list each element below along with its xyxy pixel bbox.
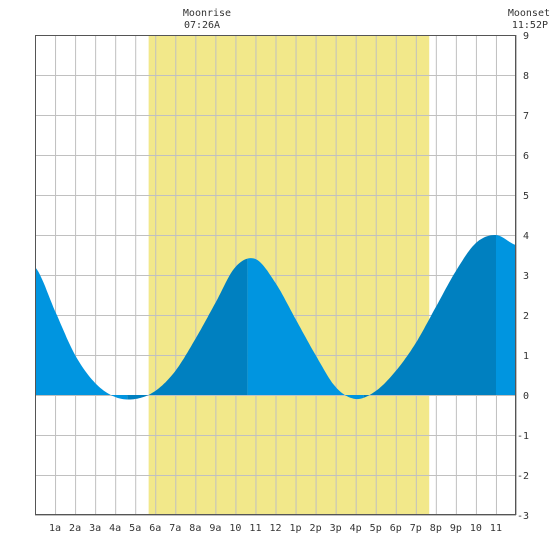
moonrise-time: 07:26A	[184, 20, 220, 31]
y-tick-label: 7	[523, 111, 529, 122]
x-tick-label: 8p	[430, 523, 442, 534]
x-tick-label: 7a	[169, 523, 181, 534]
x-tick-label: 9p	[450, 523, 462, 534]
x-tick-label: 2a	[69, 523, 81, 534]
x-tick-label: 6p	[390, 523, 402, 534]
y-tick-label: -1	[517, 431, 529, 442]
x-tick-label: 3p	[330, 523, 342, 534]
x-tick-label: 10	[229, 523, 241, 534]
y-tick-label: 4	[523, 231, 529, 242]
y-tick-label: 9	[523, 31, 529, 42]
moonset-time: 11:52P	[512, 20, 548, 31]
x-tick-label: 8a	[189, 523, 201, 534]
x-tick-label: 6a	[149, 523, 161, 534]
x-tick-label: 5p	[370, 523, 382, 534]
x-tick-label: 2p	[310, 523, 322, 534]
tide-area-falling	[247, 258, 364, 400]
tide-area-falling	[496, 235, 516, 395]
y-tick-label: 3	[523, 271, 529, 282]
x-tick-label: 11	[249, 523, 261, 534]
x-tick-label: 9a	[209, 523, 221, 534]
x-tick-label: 1a	[49, 523, 61, 534]
axis-labels-layer: 1a 2a 3a 4a 5a 6a 7a 8a 9a 10 11 12 1p 2p 3p 4p 5p 6p 7p 8p…	[49, 31, 529, 534]
y-tick-label: 5	[523, 191, 529, 202]
x-tick-label: 3a	[89, 523, 101, 534]
moonrise-label: Moonrise	[183, 8, 231, 19]
y-tick-label: -3	[517, 511, 529, 522]
y-tick-label: 8	[523, 71, 529, 82]
y-tick-label: -2	[517, 471, 529, 482]
x-tick-label: 1p	[290, 523, 302, 534]
x-tick-label: 11	[490, 523, 502, 534]
tide-area-falling	[35, 267, 128, 400]
y-tick-label: 6	[523, 151, 529, 162]
plot-frame-layer	[35, 35, 516, 515]
y-tick-label: 2	[523, 311, 529, 322]
moonset-label: Moonset	[508, 8, 550, 19]
plot-frame	[35, 35, 516, 515]
tide-area-rising	[127, 258, 248, 400]
x-tick-label: 4p	[350, 523, 362, 534]
x-tick-label: 5a	[129, 523, 141, 534]
tide-area-rising	[363, 235, 496, 398]
x-tick-label: 4a	[109, 523, 121, 534]
y-tick-label: 0	[523, 391, 529, 402]
y-tick-label: 1	[523, 351, 529, 362]
x-tick-label: 7p	[410, 523, 422, 534]
tide-area-layer	[35, 235, 516, 400]
x-tick-label: 12	[269, 523, 281, 534]
x-tick-label: 10	[470, 523, 482, 534]
